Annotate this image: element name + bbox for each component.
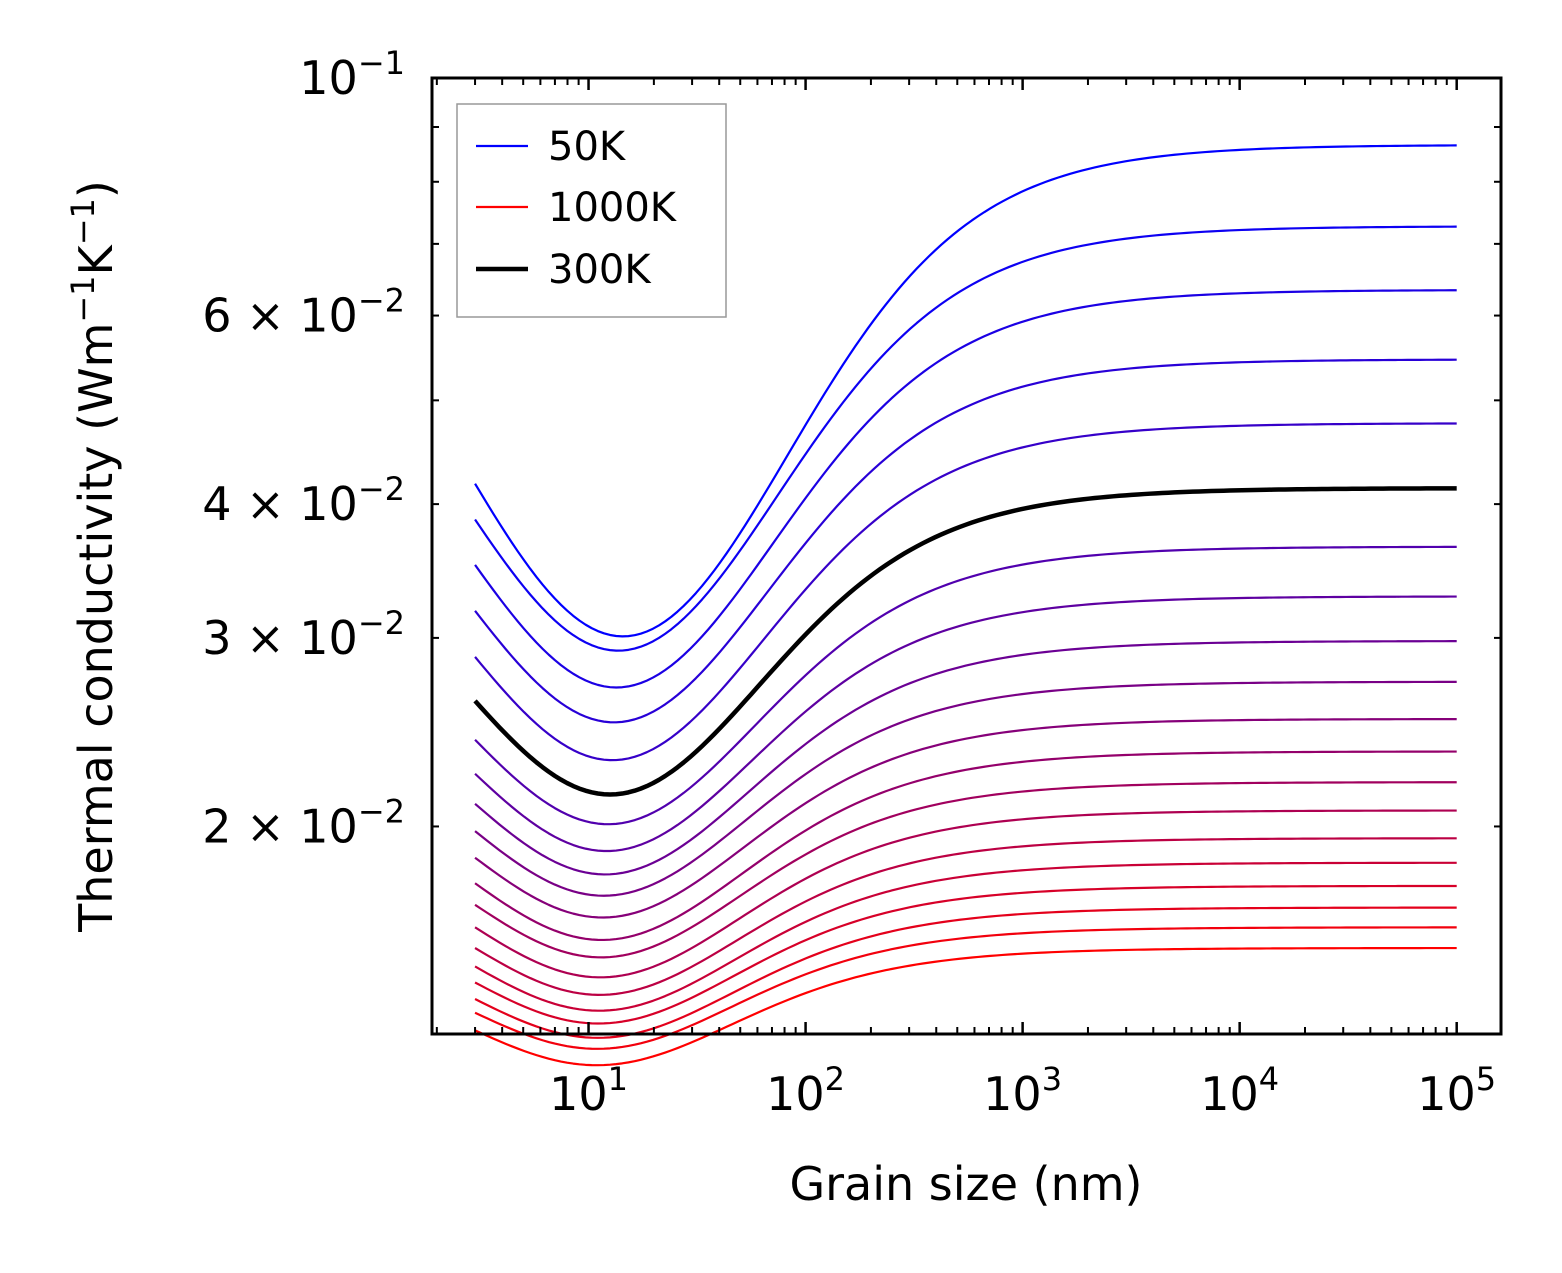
x-tick-label: 104	[1200, 1060, 1279, 1121]
x-tick-label: 102	[766, 1060, 845, 1121]
y-tick-label-layer: 10−1 6 × 10−2 4 × 10−2 3 × 10−2 2 × 10−2	[202, 44, 405, 853]
series-line-400k	[474, 595, 1457, 853]
series-line-700k	[474, 809, 1457, 979]
plot-frame	[430, 76, 1503, 1036]
series-line-750k	[474, 837, 1457, 996]
y-tick-label: 2 × 10−2	[202, 792, 405, 853]
legend-label-300k: 300K	[548, 247, 652, 293]
series-line-200k	[474, 358, 1457, 724]
series-line-150k	[474, 289, 1457, 689]
x-tick-label: 105	[1417, 1060, 1496, 1121]
series-layer	[473, 144, 1457, 1067]
series-line-50k	[474, 144, 1457, 638]
series-line-250k	[474, 422, 1457, 762]
series-line-600k	[474, 750, 1457, 942]
y-tick-label: 10−1	[299, 44, 405, 105]
series-line-800k	[474, 861, 1457, 1012]
series-line-550k	[474, 718, 1457, 919]
series-line-300k	[473, 486, 1457, 797]
x-tick-label: 101	[549, 1060, 628, 1121]
x-axis-title: Grain size (nm)	[790, 1157, 1143, 1211]
y-axis-title: Thermal conductivity (Wm−1K−1)	[64, 180, 123, 933]
series-line-850k	[474, 884, 1457, 1025]
series-line-100k	[474, 225, 1457, 652]
legend-label-50k: 50K	[548, 124, 627, 170]
legend: 50K 1000K 300K	[456, 103, 727, 318]
series-line-1000k	[474, 946, 1457, 1067]
series-line-500k	[474, 680, 1457, 897]
legend-box	[456, 103, 727, 318]
legend-label-1000k: 1000K	[548, 185, 678, 231]
series-line-350k	[474, 545, 1457, 826]
series-line-950k	[474, 926, 1457, 1050]
y-tick-label: 3 × 10−2	[202, 604, 405, 665]
y-tick-label: 6 × 10−2	[202, 282, 405, 343]
y-tick-label: 4 × 10−2	[202, 470, 405, 531]
x-tick-label-layer: 101 102 103 104 105	[549, 1060, 1496, 1121]
series-line-650k	[474, 781, 1457, 959]
series-line-450k	[474, 640, 1457, 876]
x-tick-label: 103	[983, 1060, 1062, 1121]
